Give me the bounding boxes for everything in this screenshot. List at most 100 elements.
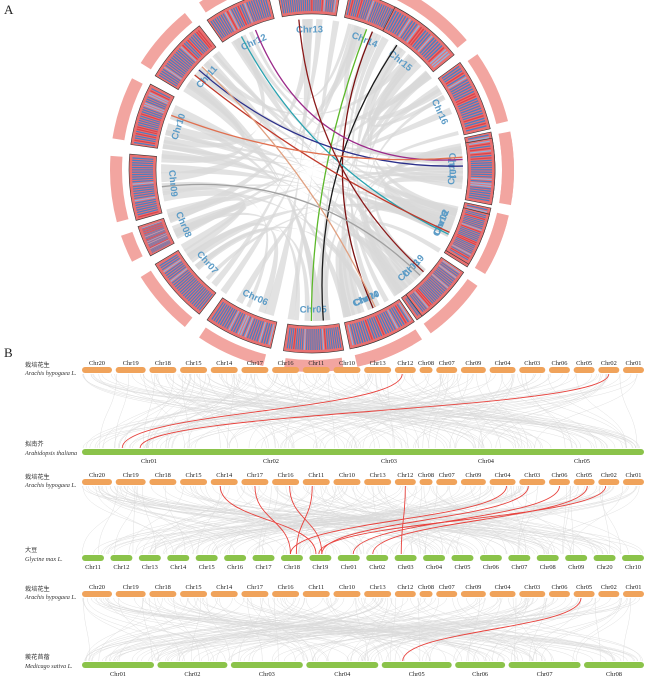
- background-link: [512, 597, 537, 662]
- density-band: [406, 25, 420, 43]
- target-chr-chr04: [306, 662, 379, 668]
- density-band: [220, 14, 233, 34]
- density-band: [141, 221, 162, 229]
- density-band: [463, 218, 484, 226]
- target-chr-chr01: [82, 662, 154, 668]
- background-link: [276, 597, 533, 662]
- ref-chr-label: Chr02: [601, 360, 617, 367]
- background-link: [339, 485, 604, 555]
- target-chr-chr13: [138, 555, 161, 561]
- density-band: [463, 216, 485, 224]
- density-band: [197, 30, 213, 48]
- density-band: [426, 279, 443, 295]
- ref-chr-chr14: [210, 479, 238, 485]
- background-link: [91, 597, 336, 662]
- density-band: [180, 46, 197, 62]
- background-link: [534, 373, 637, 449]
- density-band: [445, 72, 464, 85]
- density-band: [362, 320, 371, 341]
- density-band: [233, 7, 244, 28]
- background-link: [268, 373, 640, 449]
- background-link: [353, 373, 603, 449]
- density-band: [406, 297, 421, 315]
- background-link: [135, 485, 194, 555]
- ref-chr-chr19: [115, 367, 146, 373]
- density-band: [250, 0, 259, 21]
- density-chr08: [141, 221, 171, 253]
- ref-chr-chr15: [180, 591, 208, 597]
- background-link: [478, 373, 607, 449]
- density-band: [172, 55, 190, 70]
- target-chr-label: Chr06: [483, 564, 499, 571]
- ref-chr-chr14: [210, 367, 238, 373]
- background-link: [196, 373, 633, 449]
- ref-chr-chr04: [489, 479, 516, 485]
- background-link: [171, 373, 275, 449]
- density-band: [453, 241, 473, 252]
- background-link: [192, 485, 476, 555]
- density-band: [226, 10, 238, 31]
- density-band: [390, 307, 403, 327]
- background-link: [175, 485, 310, 555]
- highlight-link: [352, 485, 560, 555]
- density-band: [461, 224, 482, 233]
- background-link: [601, 485, 611, 555]
- ref-chr-chr03: [519, 479, 546, 485]
- background-link: [315, 70, 431, 321]
- background-link: [151, 373, 211, 449]
- highlight-link: [321, 44, 398, 321]
- background-link: [225, 373, 276, 449]
- ref-chr-label: Chr02: [601, 472, 617, 479]
- target-chr-chr08: [536, 555, 559, 561]
- density-band: [431, 51, 449, 66]
- target-chr-label: Chr09: [568, 564, 584, 571]
- ref-chr-label: Chr17: [247, 472, 264, 479]
- density-band: [143, 104, 164, 114]
- density-band: [429, 49, 447, 65]
- density-band: [143, 225, 164, 234]
- background-link: [328, 373, 335, 449]
- ref-chr-chr04: [489, 367, 516, 373]
- target-chr-chr06: [455, 662, 506, 668]
- background-link: [117, 373, 248, 449]
- density-band: [214, 18, 227, 37]
- density-band: [299, 328, 302, 350]
- background-link: [152, 485, 524, 555]
- chr-label: Chr13: [296, 24, 323, 35]
- density-band: [132, 184, 154, 188]
- ref-chr-chr14: [210, 591, 238, 597]
- density-band: [444, 70, 463, 83]
- target-chr-label: Chr07: [511, 564, 528, 571]
- density-band: [456, 235, 477, 246]
- density-band: [194, 33, 209, 50]
- background-link: [599, 485, 622, 555]
- density-band: [364, 0, 373, 21]
- density-band: [457, 97, 478, 108]
- background-link: [164, 485, 186, 555]
- density-band: [143, 106, 164, 116]
- background-link: [228, 485, 293, 555]
- background-link: [149, 485, 313, 555]
- density-band: [451, 246, 471, 258]
- density-band: [291, 0, 295, 13]
- background-link: [142, 597, 153, 662]
- target-chr-label: Chr01: [141, 458, 157, 465]
- density-band: [249, 318, 258, 340]
- outer-track-chr08: [121, 231, 143, 262]
- synteny-plot: Chr20 Chr19 Chr18 Chr15 Chr14 Chr17 Chr16 Chr11…: [24, 360, 644, 678]
- density-band: [150, 241, 170, 251]
- ref-chr-label: Chr13: [370, 472, 386, 479]
- ref-chr-chr17: [241, 367, 269, 373]
- density-band: [336, 326, 342, 348]
- density-band: [191, 288, 207, 305]
- ref-chr-chr11: [302, 367, 330, 373]
- ref-chr-label: Chr03: [524, 584, 540, 591]
- target-chr-label: Chr03: [398, 564, 414, 571]
- highlight-link: [139, 373, 610, 449]
- density-band: [410, 28, 425, 46]
- density-band: [184, 282, 201, 298]
- background-link: [375, 148, 463, 275]
- density-band: [470, 150, 492, 154]
- target-chr-chr01: [82, 449, 216, 455]
- ref-chr-label: Chr19: [123, 584, 139, 591]
